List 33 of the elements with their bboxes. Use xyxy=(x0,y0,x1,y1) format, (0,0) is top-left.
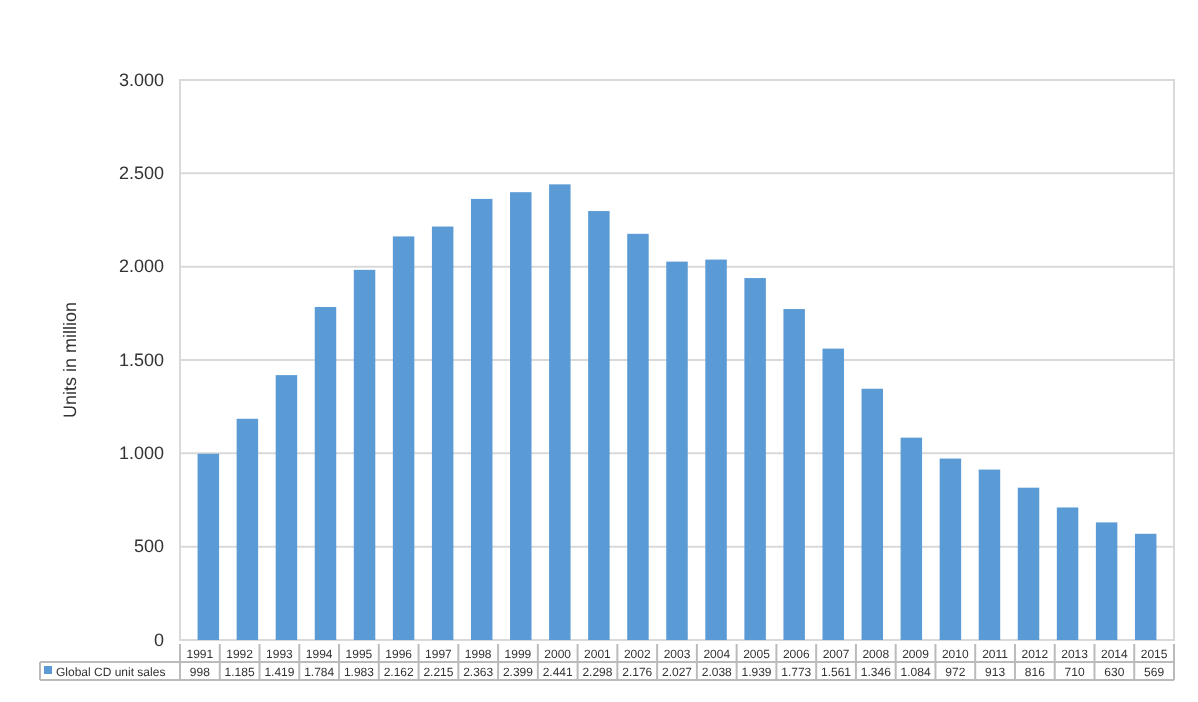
bar xyxy=(588,211,610,640)
bar xyxy=(783,309,805,640)
y-tick-label: 0 xyxy=(153,629,164,650)
bar xyxy=(1017,487,1040,640)
bar xyxy=(470,198,493,640)
bar xyxy=(1134,533,1157,640)
bar xyxy=(314,306,337,640)
y-axis-title: Units in million xyxy=(60,301,80,419)
bar xyxy=(939,458,962,640)
bar xyxy=(431,226,454,640)
bar xyxy=(705,259,727,640)
bar xyxy=(744,278,766,640)
y-tick-label: 2.000 xyxy=(118,256,164,277)
y-tick-label: 1.000 xyxy=(118,443,164,464)
y-tick-label: 2.500 xyxy=(118,163,164,184)
bar xyxy=(353,269,376,640)
bar xyxy=(1095,522,1118,640)
bar xyxy=(861,388,884,640)
y-tick-label: 3.000 xyxy=(118,69,164,90)
bar xyxy=(510,192,532,640)
bar xyxy=(978,469,1001,640)
bar xyxy=(627,233,649,640)
bar xyxy=(822,348,844,640)
bar xyxy=(392,236,415,640)
y-tick-label: 500 xyxy=(133,536,164,557)
bar xyxy=(275,375,298,640)
bar xyxy=(236,418,259,640)
bar xyxy=(197,453,220,640)
y-tick-label: 1.500 xyxy=(118,349,164,370)
bar xyxy=(900,437,923,640)
bar xyxy=(549,184,571,640)
bar xyxy=(1056,507,1079,640)
bar xyxy=(666,261,688,640)
